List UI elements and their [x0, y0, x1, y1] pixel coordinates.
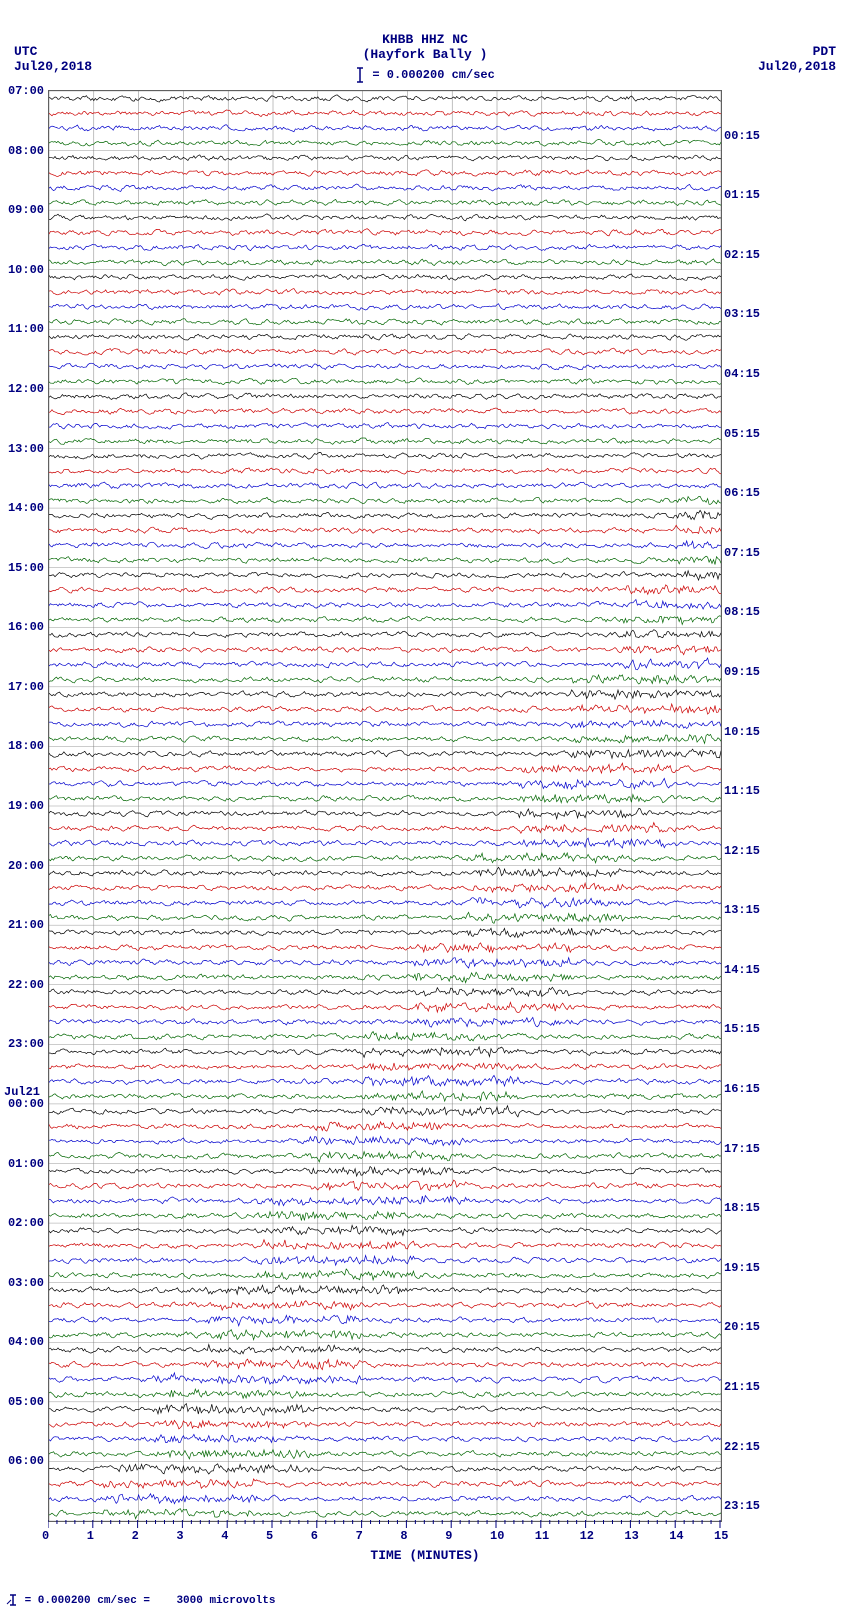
hour-label-left: 01:00: [0, 1157, 44, 1171]
hour-label-left: 02:00: [0, 1216, 44, 1230]
hour-label-left: 22:00: [0, 978, 44, 992]
x-tick-label: 2: [132, 1529, 139, 1543]
footer-suffix: 3000 microvolts: [176, 1595, 275, 1607]
hour-label-right: 02:15: [724, 248, 760, 262]
scale-bar-icon: [355, 66, 365, 84]
scale-unit: cm/sec: [452, 68, 495, 82]
hour-label-right: 14:15: [724, 963, 760, 977]
hour-label-right: 19:15: [724, 1261, 760, 1275]
plot-area: [48, 90, 722, 1522]
hour-label-left: 12:00: [0, 382, 44, 396]
hour-label-right: 08:15: [724, 605, 760, 619]
hour-label-right: 04:15: [724, 367, 760, 381]
station-code: KHBB HHZ NC: [0, 32, 850, 47]
hour-label-right: 03:15: [724, 307, 760, 321]
footer-scale: = 0.000200 cm/sec = 3000 microvolts: [6, 1593, 275, 1607]
hour-label-right: 07:15: [724, 546, 760, 560]
x-tick-label: 4: [221, 1529, 228, 1543]
hour-label-left: 20:00: [0, 859, 44, 873]
hour-label-right: 09:15: [724, 665, 760, 679]
hour-label-left: 10:00: [0, 263, 44, 277]
hour-label-left: 14:00: [0, 501, 44, 515]
hour-label-right: 17:15: [724, 1142, 760, 1156]
hour-label-left: 23:00: [0, 1037, 44, 1051]
hour-label-left: 18:00: [0, 739, 44, 753]
hour-label-left: 16:00: [0, 620, 44, 634]
scale-value: 0.000200: [387, 68, 445, 82]
x-tick-label: 12: [580, 1529, 594, 1543]
hour-label-right: 10:15: [724, 725, 760, 739]
x-tick-label: 6: [311, 1529, 318, 1543]
footer-prefix: = 0.000200 cm/sec =: [25, 1595, 150, 1607]
hour-label-left: 21:00: [0, 918, 44, 932]
hour-label-right: 11:15: [724, 784, 760, 798]
hour-label-right: 06:15: [724, 486, 760, 500]
hour-label-right: 21:15: [724, 1380, 760, 1394]
hour-label-right: 23:15: [724, 1499, 760, 1513]
hour-label-left: 03:00: [0, 1276, 44, 1290]
hour-label-left: 09:00: [0, 203, 44, 217]
x-tick-label: 9: [445, 1529, 452, 1543]
hour-label-left: 17:00: [0, 680, 44, 694]
x-tick-label: 5: [266, 1529, 273, 1543]
scale-indicator: = 0.000200 cm/sec: [0, 66, 850, 84]
x-tick-label: 14: [669, 1529, 683, 1543]
hour-label-right: 01:15: [724, 188, 760, 202]
day-marker-label: Jul21: [4, 1085, 40, 1099]
seismogram-container: UTC Jul20,2018 PDT Jul20,2018 KHBB HHZ N…: [0, 0, 850, 1613]
hour-label-right: 16:15: [724, 1082, 760, 1096]
hour-label-left: 07:00: [0, 84, 44, 98]
hour-label-right: 13:15: [724, 903, 760, 917]
hour-label-left: 04:00: [0, 1335, 44, 1349]
hour-label-right: 22:15: [724, 1440, 760, 1454]
hour-label-right: 12:15: [724, 844, 760, 858]
header: KHBB HHZ NC (Hayfork Bally ) = 0.000200 …: [0, 32, 850, 84]
hour-label-left: 11:00: [0, 322, 44, 336]
x-tick-label: 11: [535, 1529, 549, 1543]
hour-label-left: 05:00: [0, 1395, 44, 1409]
hour-label-left: 06:00: [0, 1454, 44, 1468]
hour-label-left: 19:00: [0, 799, 44, 813]
x-tick-label: 0: [42, 1529, 49, 1543]
x-tick-label: 1: [87, 1529, 94, 1543]
seismogram-svg: [49, 91, 721, 1521]
hour-label-right: 15:15: [724, 1022, 760, 1036]
hour-label-left: 08:00: [0, 144, 44, 158]
station-location: (Hayfork Bally ): [0, 47, 850, 62]
hour-label-right: 05:15: [724, 427, 760, 441]
x-tick-label: 3: [176, 1529, 183, 1543]
x-tick-label: 8: [400, 1529, 407, 1543]
hour-label-left: 15:00: [0, 561, 44, 575]
x-tick-label: 7: [356, 1529, 363, 1543]
hour-label-left: 13:00: [0, 442, 44, 456]
x-tick-label: 13: [624, 1529, 638, 1543]
x-axis-label: TIME (MINUTES): [0, 1548, 850, 1563]
hour-label-right: 20:15: [724, 1320, 760, 1334]
hour-label-right: 18:15: [724, 1201, 760, 1215]
x-tick-label: 10: [490, 1529, 504, 1543]
hour-label-left: 00:00: [0, 1097, 44, 1111]
x-tick-label: 15: [714, 1529, 728, 1543]
footer-scale-bar-icon: [6, 1593, 18, 1607]
x-axis-ticks: [48, 1520, 722, 1540]
hour-label-right: 00:15: [724, 129, 760, 143]
